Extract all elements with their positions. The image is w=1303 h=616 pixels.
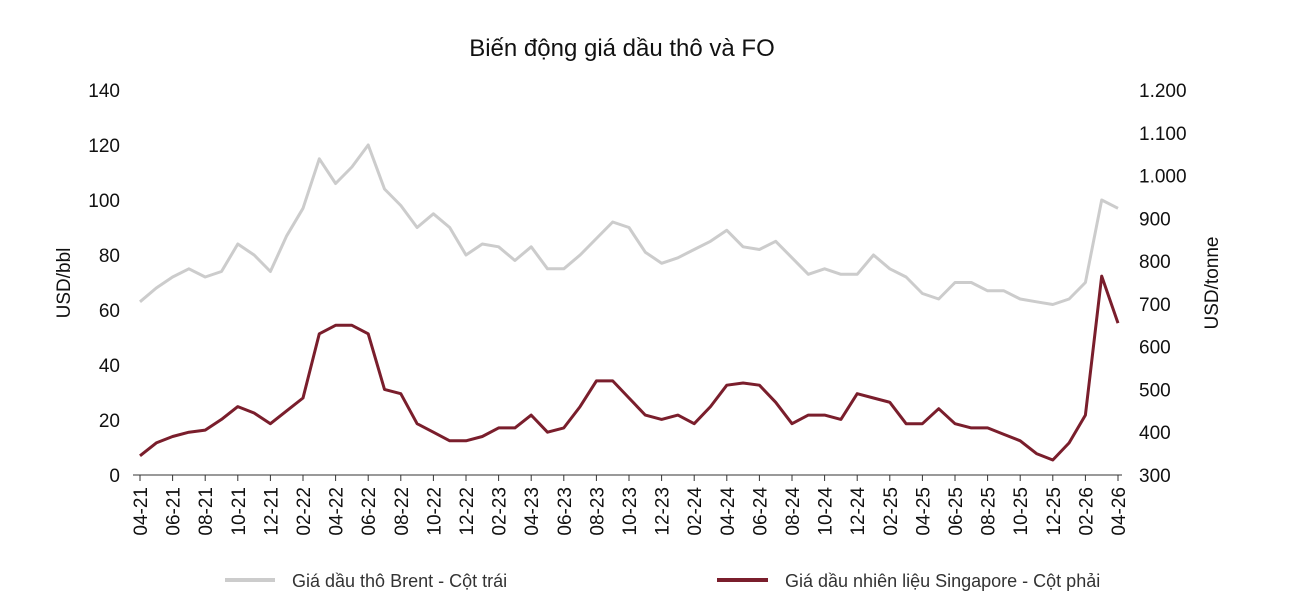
x-tick-label: 06-21 <box>164 487 185 536</box>
x-tick-label: 08-22 <box>392 487 413 536</box>
y-left-axis-label: USD/bbl <box>54 248 75 319</box>
x-tick-label: 08-21 <box>196 487 217 536</box>
legend-label-singapore-fuel-oil: Giá dầu nhiên liệu Singapore - Cột phải <box>785 571 1100 591</box>
x-tick-label: 12-23 <box>653 487 674 536</box>
x-tick-label: 04-26 <box>1109 487 1130 536</box>
x-tick-label: 10-22 <box>424 487 445 536</box>
x-tick-label: 06-25 <box>946 487 967 536</box>
y-left-tick-label: 20 <box>99 411 120 432</box>
y-left-tick-label: 140 <box>88 81 120 102</box>
y-right-tick-label: 600 <box>1139 338 1171 359</box>
x-tick-label: 02-24 <box>685 487 706 536</box>
y-right-tick-label: 1.000 <box>1139 167 1187 188</box>
y-left-tick-label: 80 <box>99 246 120 267</box>
y-right-tick-label: 700 <box>1139 295 1171 316</box>
y-right-tick-label: 800 <box>1139 252 1171 273</box>
x-tick-label: 04-24 <box>718 487 739 536</box>
y-right-tick-label: 900 <box>1139 209 1171 230</box>
x-tick-label: 04-25 <box>913 487 934 536</box>
y-left-tick-label: 0 <box>109 466 120 487</box>
x-tick-label: 04-23 <box>522 487 543 536</box>
x-tick-label: 10-23 <box>620 487 641 536</box>
x-tick-label: 10-24 <box>816 487 837 536</box>
x-tick-label: 04-21 <box>131 487 152 536</box>
y-right-ticks: 300 400 500 600 700 800 900 1.000 1.100 1.200 <box>1139 81 1187 487</box>
y-left-tick-label: 100 <box>88 191 120 212</box>
x-tick-label: 12-25 <box>1044 487 1065 536</box>
x-tick-label: 08-25 <box>979 487 1000 536</box>
x-tick-label: 12-21 <box>261 487 282 536</box>
y-left-tick-label: 40 <box>99 356 120 377</box>
y-right-tick-label: 1.100 <box>1139 124 1187 145</box>
x-tick-label: 10-25 <box>1011 487 1032 536</box>
x-tick-label: 12-22 <box>457 487 478 536</box>
x-tick-label: 06-23 <box>555 487 576 536</box>
y-left-ticks: 0 20 40 60 80 100 120 140 <box>88 81 120 487</box>
y-left-tick-label: 60 <box>99 301 120 322</box>
series-line-brent <box>139 143 1119 306</box>
y-right-tick-label: 400 <box>1139 423 1171 444</box>
x-tick-label: 08-23 <box>587 487 608 536</box>
y-right-axis-label: USD/tonne <box>1202 237 1223 330</box>
y-right-tick-label: 1.200 <box>1139 81 1187 102</box>
chart-title: Biến động giá dầu thô và FO <box>469 35 775 62</box>
legend-label-brent: Giá dầu thô Brent - Cột trái <box>292 571 507 591</box>
x-tick-label: 08-24 <box>783 487 804 536</box>
x-tick-label: 02-23 <box>490 487 511 536</box>
x-tick-label: 06-22 <box>359 487 380 536</box>
y-right-tick-label: 300 <box>1139 466 1171 487</box>
legend: Giá dầu thô Brent - Cột trái Giá dầu nhi… <box>225 571 1100 591</box>
y-left-tick-label: 120 <box>88 136 120 157</box>
x-tick-label: 12-24 <box>848 487 869 536</box>
x-tick-label: 02-25 <box>881 487 902 536</box>
x-tick-label: 02-22 <box>294 487 315 536</box>
x-tick-label: 10-21 <box>229 487 250 536</box>
series-line-singapore-fuel-oil <box>139 274 1120 462</box>
x-ticks: 04-21 06-21 08-21 10-21 12-21 02-22 04-22 06-22… <box>131 475 1130 536</box>
x-tick-label: 02-26 <box>1076 487 1097 536</box>
x-tick-label: 04-22 <box>327 487 348 536</box>
y-right-tick-label: 500 <box>1139 380 1171 401</box>
x-tick-label: 06-24 <box>750 487 771 536</box>
